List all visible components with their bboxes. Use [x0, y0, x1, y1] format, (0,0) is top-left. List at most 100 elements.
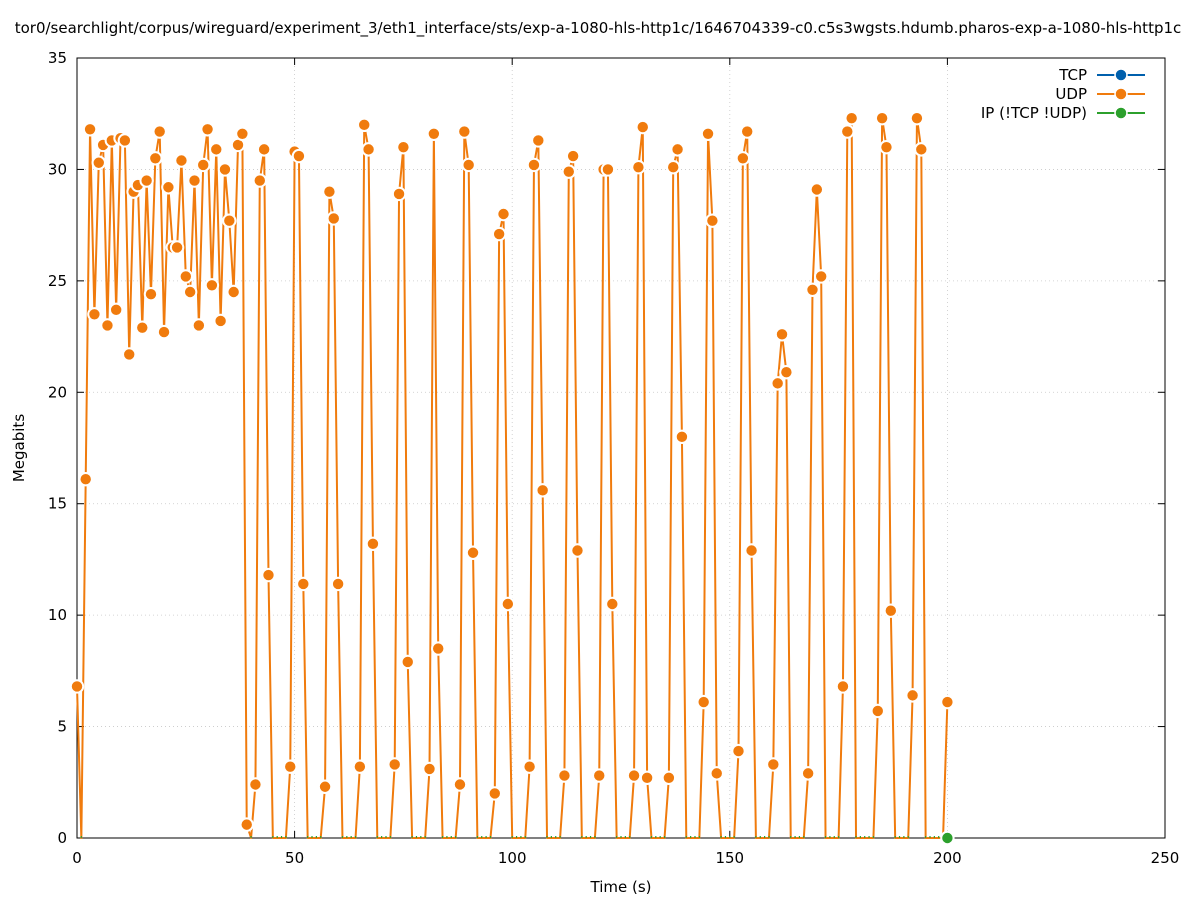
- data-point: [196, 157, 211, 173]
- data-point: [317, 779, 333, 794]
- data-point: [874, 110, 890, 126]
- data-point: [291, 148, 307, 164]
- data-point: [626, 768, 642, 783]
- data-point: [522, 759, 537, 774]
- data-point: [813, 269, 829, 284]
- data-point: [256, 142, 272, 157]
- data-point: [117, 133, 133, 148]
- data-point: [766, 757, 781, 772]
- legend-marker: [1114, 68, 1128, 82]
- data-point: [191, 318, 207, 333]
- data-point: [491, 226, 507, 242]
- legend-item: IP (!TCP !UDP): [981, 104, 1145, 122]
- legend-marker: [1114, 87, 1128, 101]
- data-point: [78, 472, 93, 487]
- data-point: [178, 269, 194, 284]
- data-point: [452, 777, 468, 792]
- data-point: [731, 743, 746, 759]
- data-point: [213, 313, 228, 329]
- data-point: [122, 347, 137, 362]
- data-point: [148, 151, 163, 166]
- data-point: [639, 770, 655, 786]
- legend-label: UDP: [1055, 85, 1087, 103]
- x-tick-label: 200: [933, 849, 962, 867]
- data-point: [252, 173, 267, 188]
- data-point: [239, 817, 254, 832]
- y-axis-label: Megabits: [10, 414, 28, 482]
- data-point: [674, 429, 690, 445]
- data-point: [387, 757, 402, 772]
- data-point: [361, 142, 376, 157]
- data-point: [200, 122, 215, 137]
- data-point: [735, 151, 751, 166]
- data-point: [705, 213, 720, 228]
- legend-marker: [1114, 106, 1128, 120]
- legend-item: TCP: [1058, 66, 1145, 84]
- x-tick-label: 100: [498, 849, 527, 867]
- data-point: [557, 768, 572, 783]
- data-point: [222, 213, 237, 228]
- data-point: [365, 536, 381, 552]
- data-point: [465, 545, 481, 560]
- data-point: [496, 206, 511, 222]
- data-point: [204, 278, 220, 293]
- data-point: [235, 126, 250, 141]
- data-point: [870, 703, 885, 719]
- data-point: [774, 327, 790, 342]
- data-point: [840, 124, 855, 139]
- data-point: [809, 182, 825, 197]
- data-point: [770, 376, 785, 391]
- data-point: [226, 284, 241, 300]
- data-point: [661, 770, 677, 786]
- data-point: [100, 318, 115, 333]
- y-tick-label: 25: [48, 272, 67, 290]
- data-point: [600, 162, 616, 177]
- y-tick-label: 10: [48, 606, 67, 624]
- y-tick-label: 15: [48, 495, 67, 513]
- data-point: [844, 110, 859, 126]
- data-point: [143, 287, 159, 302]
- data-point: [431, 641, 446, 656]
- data-point: [326, 211, 341, 226]
- data-point: [531, 133, 546, 148]
- data-point: [779, 365, 794, 380]
- data-point: [283, 759, 298, 774]
- x-tick-label: 150: [715, 849, 744, 867]
- data-point: [592, 768, 607, 783]
- data-point: [169, 240, 185, 255]
- data-point: [914, 142, 929, 157]
- data-point: [487, 786, 502, 801]
- data-point: [426, 126, 442, 141]
- data-point: [457, 124, 472, 139]
- data-point: [940, 830, 955, 846]
- data-point: [261, 567, 276, 583]
- data-point: [535, 483, 550, 498]
- data-point: [87, 307, 102, 322]
- data-point: [631, 160, 646, 175]
- data-point: [740, 124, 755, 139]
- legend-item: UDP: [1055, 85, 1145, 103]
- data-point: [709, 766, 724, 781]
- chart-title: tor0/searchlight/corpus/wireguard/experi…: [15, 19, 1182, 38]
- y-tick-label: 20: [48, 383, 67, 401]
- data-point: [217, 162, 233, 177]
- data-point: [422, 761, 437, 777]
- data-point: [570, 543, 585, 558]
- data-point: [391, 186, 407, 202]
- data-point: [696, 694, 711, 710]
- data-point: [352, 759, 368, 774]
- series-2: [940, 830, 955, 846]
- data-point: [800, 766, 816, 781]
- data-point: [296, 576, 311, 592]
- data-point: [209, 142, 224, 157]
- data-point: [161, 180, 176, 195]
- axis-ticks: 0 50 100 150 200 250 0 5 10 15 20 25 30 35: [48, 49, 1179, 867]
- x-tick-label: 50: [285, 849, 304, 867]
- data-point: [561, 164, 576, 179]
- data-point: [835, 679, 851, 694]
- series-1: [69, 110, 955, 839]
- data-point: [879, 139, 894, 155]
- data-point: [909, 110, 925, 126]
- data-point: [700, 126, 716, 141]
